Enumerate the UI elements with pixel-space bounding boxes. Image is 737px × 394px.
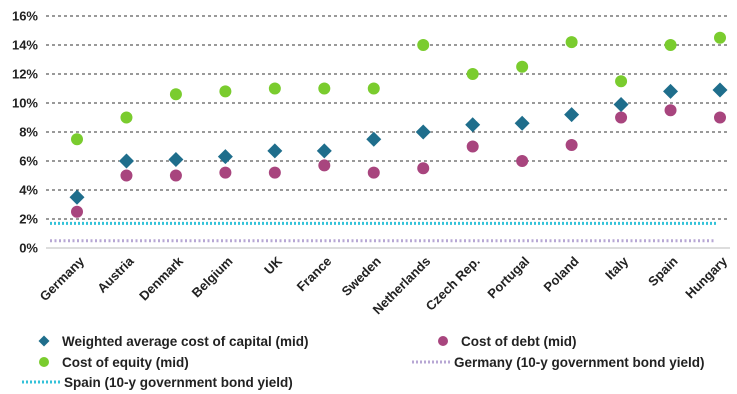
cost-of-equity-point	[219, 85, 232, 98]
wacc-point	[366, 131, 382, 147]
wacc-point	[168, 152, 184, 168]
cost-of-equity-point	[466, 68, 479, 80]
cost-of-debt-point	[664, 104, 677, 117]
reference-lines	[50, 221, 716, 243]
x-category-label: France	[294, 254, 335, 295]
y-axis-ticks: 0% 2% 4% 6% 8% 10% 12% 14% 16%	[12, 9, 38, 256]
cost-of-equity-point	[71, 133, 83, 146]
cost-of-equity-point	[169, 88, 182, 101]
cost-of-equity-point	[417, 39, 430, 51]
cost-of-equity-point	[367, 82, 380, 95]
x-category-label: Belgium	[189, 254, 236, 301]
y-tick-label: 14%	[12, 38, 38, 53]
x-category-label: Austria	[94, 253, 137, 296]
x-category-label: Poland	[540, 253, 581, 294]
x-category-label: Italy	[602, 253, 632, 283]
y-tick-label: 16%	[12, 9, 38, 24]
y-tick-label: 8%	[19, 125, 38, 140]
cost-of-debt-point	[565, 139, 578, 152]
legend-wacc-marker	[38, 335, 50, 347]
wacc-point	[514, 115, 530, 131]
wacc-point	[564, 107, 580, 123]
cost-of-debt-point	[169, 169, 182, 182]
cost-of-debt-point	[71, 205, 83, 218]
wacc-point	[712, 82, 728, 98]
cost-of-debt-point	[714, 111, 726, 124]
x-category-label: Denmark	[136, 253, 186, 303]
wacc-point	[118, 153, 134, 169]
y-tick-label: 10%	[12, 96, 38, 111]
y-tick-label: 0%	[19, 241, 38, 256]
x-category-label: Sweden	[339, 253, 384, 298]
cost-of-debt-point	[120, 169, 133, 182]
cost-of-equity-point	[268, 82, 281, 95]
cost-of-debt-point	[466, 140, 479, 153]
cost-of-debt-point	[219, 166, 232, 179]
grid	[46, 15, 730, 249]
legend-label: Germany (10-y government bond yield)	[454, 355, 705, 370]
legend: Weighted average cost of capital (mid) Co…	[22, 334, 705, 390]
cost-of-equity-point	[120, 111, 133, 124]
x-category-label: UK	[261, 253, 285, 277]
x-category-label: Portugal	[484, 254, 532, 302]
wacc-point	[415, 124, 431, 140]
y-tick-label: 12%	[12, 67, 38, 82]
y-tick-label: 6%	[19, 154, 38, 169]
cost-of-debt-point	[615, 111, 628, 124]
cost-of-debt-point	[318, 159, 331, 172]
x-axis-categories: Germany Austria Denmark Belgium UK France Swed…	[37, 253, 731, 317]
wacc-point	[69, 189, 85, 205]
wacc-point	[663, 83, 679, 99]
y-tick-label: 4%	[19, 183, 38, 198]
cost-of-equity-point	[318, 82, 331, 95]
legend-label: Cost of debt (mid)	[461, 334, 576, 349]
cost-of-equity-point	[615, 75, 628, 88]
data-points	[69, 31, 728, 218]
y-tick-label: 2%	[19, 212, 38, 227]
legend-circle-marker	[438, 336, 448, 346]
wacc-point	[613, 96, 629, 112]
cost-of-debt-point	[268, 166, 281, 179]
cost-of-debt-point	[367, 166, 380, 179]
wacc-point	[217, 149, 233, 165]
legend-label: Weighted average cost of capital (mid)	[62, 334, 309, 349]
legend-label: Spain (10-y government bond yield)	[64, 375, 293, 390]
cost-of-equity-point	[516, 60, 529, 73]
legend-circle-marker	[39, 357, 49, 367]
x-category-label: Germany	[37, 253, 88, 304]
wacc-point	[267, 143, 283, 159]
x-category-label: Spain	[645, 253, 681, 289]
cost-of-debt-point	[417, 162, 430, 175]
legend-label: Cost of equity (mid)	[62, 355, 189, 370]
cost-of-equity-point	[714, 31, 726, 44]
x-category-label: Hungary	[682, 253, 730, 301]
cost-of-equity-point	[565, 36, 578, 49]
cost-of-debt-point	[516, 155, 529, 167]
cost-of-equity-point	[664, 39, 677, 51]
wacc-point	[316, 143, 332, 159]
wacc-point	[465, 117, 481, 133]
